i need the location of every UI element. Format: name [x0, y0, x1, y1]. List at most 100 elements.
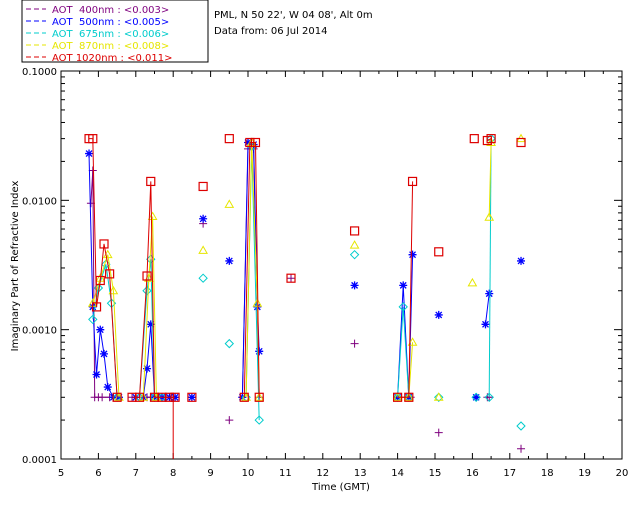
- x-tick-label: 13: [354, 468, 367, 479]
- data-point: [224, 134, 234, 144]
- series-line: [397, 306, 410, 398]
- data-point: [103, 383, 112, 392]
- data-point: [398, 302, 408, 312]
- y-tick-label: 0.0010: [22, 326, 57, 337]
- data-point: [225, 256, 234, 265]
- data-point: [225, 416, 234, 425]
- data-point: [224, 338, 235, 349]
- legend-label: AOT 1020nm : <0.011>: [52, 53, 172, 64]
- data-point: [88, 166, 97, 175]
- data-point: [239, 392, 249, 402]
- data-point: [484, 212, 495, 221]
- data-point: [393, 392, 403, 402]
- data-point: [187, 392, 197, 402]
- data-point: [472, 393, 481, 402]
- chart-title: PML, N 50 22', W 04 08', Alt 0m: [214, 10, 373, 21]
- data-point: [486, 137, 496, 147]
- data-point: [481, 320, 490, 329]
- data-point: [98, 393, 107, 402]
- data-point: [96, 325, 105, 334]
- plot-area: 5 6 7 8 9 10 11 12 13 14 15 16 17 18 19 20 0.0001 0.0010 0…: [22, 67, 628, 479]
- data-point: [244, 138, 252, 147]
- data-point: [147, 211, 158, 220]
- legend-label: AOT 500nm : <0.005>: [52, 17, 169, 28]
- legend-box: [21, 0, 209, 63]
- data-point: [517, 256, 526, 265]
- data-point: [245, 137, 255, 148]
- y-axis-label: Imaginary Part of Refractive Index: [10, 181, 21, 352]
- x-tick-label: 6: [95, 468, 101, 479]
- data-point: [434, 247, 444, 257]
- series-line: [488, 142, 492, 218]
- series-line: [487, 138, 492, 141]
- data-point: [404, 392, 414, 402]
- data-point: [485, 289, 494, 298]
- data-point: [142, 271, 152, 281]
- data-point: [392, 392, 403, 401]
- x-tick-label: 11: [279, 468, 292, 479]
- series-line: [488, 138, 492, 398]
- data-point: [100, 349, 109, 358]
- data-point: [486, 134, 496, 144]
- data-point: [101, 259, 111, 270]
- legend: AOT 400nm : <0.003>AOT 500nm : <0.005>AO…: [21, 0, 209, 64]
- data-point: [516, 137, 526, 148]
- x-axis-label: Time (GMT): [311, 482, 370, 493]
- data-point: [254, 415, 264, 425]
- x-tick-label: 16: [466, 468, 479, 479]
- data-point: [434, 428, 443, 437]
- data-point: [198, 181, 208, 192]
- chart-subtitle: Data from: 06 Jul 2014: [214, 26, 327, 37]
- series-line: [142, 216, 157, 398]
- data-point: [471, 392, 481, 402]
- series-line: [243, 142, 260, 398]
- data-point: [469, 134, 479, 144]
- data-point: [484, 392, 494, 402]
- data-point: [99, 239, 109, 249]
- data-point: [516, 421, 526, 431]
- data-point: [403, 392, 414, 401]
- data-point: [105, 269, 115, 279]
- data-point: [143, 364, 152, 373]
- data-point: [349, 249, 360, 260]
- data-point: [142, 286, 152, 296]
- data-point: [146, 320, 155, 329]
- data-point: [407, 337, 418, 346]
- data-point: [434, 392, 444, 402]
- data-point: [95, 275, 105, 286]
- x-tick-label: 15: [429, 468, 442, 479]
- x-tick-label: 20: [616, 468, 629, 479]
- y-tick-label: 0.0100: [22, 196, 57, 207]
- x-tick-label: 12: [316, 468, 329, 479]
- data-point: [85, 149, 94, 158]
- data-point: [170, 392, 180, 402]
- x-tick-label: 5: [58, 468, 64, 479]
- data-point: [349, 240, 360, 249]
- data-point: [187, 393, 196, 402]
- data-point: [198, 245, 208, 254]
- data-point: [86, 199, 95, 208]
- series-line: [92, 254, 120, 398]
- data-point: [350, 339, 359, 348]
- data-point: [350, 281, 359, 290]
- data-point: [286, 273, 296, 283]
- x-tick-label: 7: [133, 468, 139, 479]
- data-point: [407, 176, 418, 187]
- x-tick-label: 19: [578, 468, 591, 479]
- legend-label: AOT 870nm : <0.008>: [52, 41, 169, 52]
- data-point: [467, 277, 478, 287]
- data-point: [408, 250, 417, 259]
- series-line: [485, 293, 490, 325]
- legend-label: AOT 675nm : <0.006>: [52, 29, 169, 40]
- x-tick-label: 17: [503, 468, 516, 479]
- data-point: [517, 444, 526, 453]
- x-tick-label: 14: [391, 468, 404, 479]
- data-point: [91, 302, 102, 312]
- data-point: [224, 199, 235, 208]
- legend-label: AOT 400nm : <0.003>: [52, 5, 169, 16]
- data-point: [198, 273, 208, 283]
- x-tick-label: 10: [242, 468, 255, 479]
- data-point: [92, 370, 101, 379]
- data-point: [134, 392, 145, 402]
